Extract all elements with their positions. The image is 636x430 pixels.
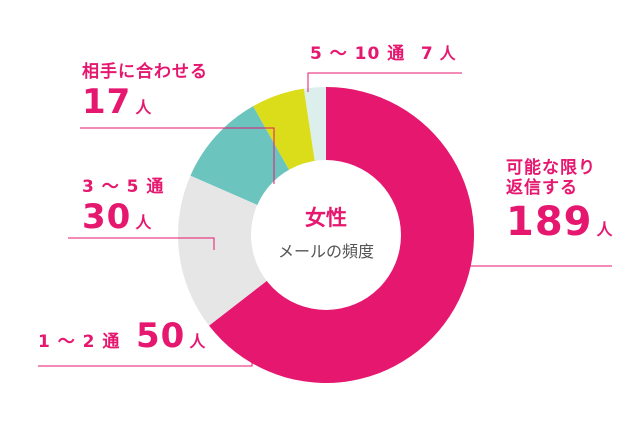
chart-subtitle: メールの頻度 <box>278 242 374 261</box>
label-1-2: 1 〜 2 通 50 人 <box>38 316 205 356</box>
value-label: 50 <box>136 316 186 356</box>
leader-line <box>429 265 612 285</box>
label-3-5: 3 〜 5 通 30 人 <box>82 177 164 237</box>
category-label: 可能な限り <box>506 158 596 178</box>
pie-slice <box>177 175 326 326</box>
unit-label: 人 <box>135 98 152 118</box>
category-label: 相手に合わせる <box>82 62 208 82</box>
unit-label: 人 <box>189 332 206 351</box>
category-label: 1 〜 2 通 <box>38 332 121 352</box>
donut-hole <box>251 160 401 310</box>
unit-label: 人 <box>439 44 456 63</box>
value-label: 7 <box>420 44 434 64</box>
unit-label: 人 <box>596 219 613 239</box>
leader-line <box>80 127 275 184</box>
unit-label: 人 <box>135 213 152 233</box>
value-label: 30 <box>82 197 132 238</box>
category-label: 返信する <box>506 178 578 199</box>
chart-title: 女性 <box>305 206 347 230</box>
value-label: 189 <box>506 198 593 245</box>
leader-line <box>68 237 215 250</box>
value-label: 17 <box>82 82 132 123</box>
category-label: 3 〜 5 通 <box>82 177 165 197</box>
leader-line <box>307 72 462 92</box>
leader-line <box>38 348 253 367</box>
leader-lines <box>38 72 612 367</box>
category-label: 5 〜 10 通 <box>310 44 406 64</box>
label-reply-as-possible: 可能な限り 返信する 189 人 <box>506 158 613 245</box>
label-match-partner: 相手に合わせる 17 人 <box>82 62 208 122</box>
